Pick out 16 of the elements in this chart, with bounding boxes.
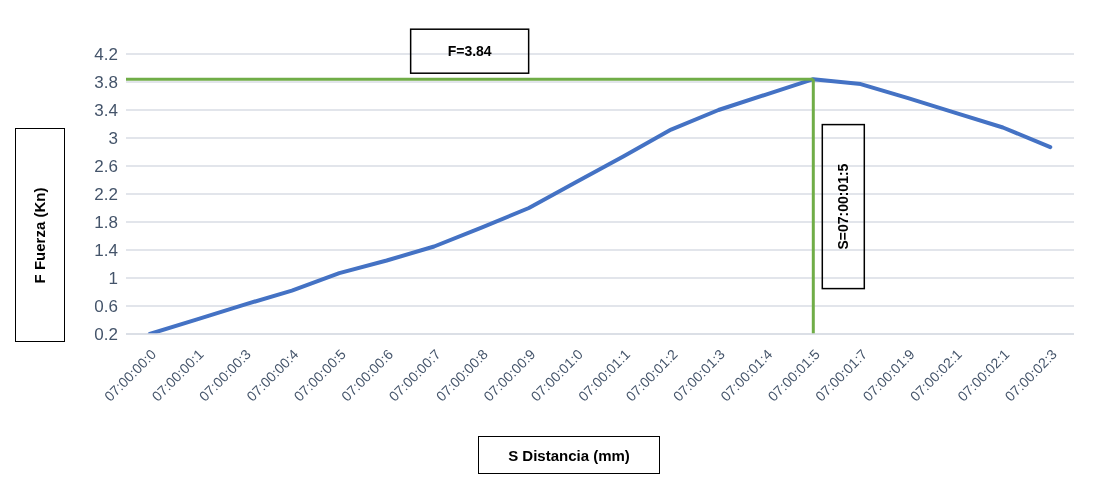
y-tick-label: 2.6 xyxy=(94,157,118,177)
y-tick-label: 1.4 xyxy=(94,241,118,261)
y-tick-label: 3.8 xyxy=(94,73,118,93)
y-tick-label: 0.6 xyxy=(94,297,118,317)
y-tick-label: 3.4 xyxy=(94,101,118,121)
ref-line-label: S=07:00:01:5 xyxy=(835,163,852,250)
y-tick-label: 2.2 xyxy=(94,185,118,205)
y-tick-label: 1 xyxy=(108,269,118,289)
ref-line-label: F=3.84 xyxy=(447,43,492,60)
x-axis-title: S Distancia (mm) xyxy=(478,436,660,474)
y-axis-title: F Fuerza (Kn) xyxy=(31,187,49,283)
line-series xyxy=(147,77,1053,334)
y-tick-label: 1.8 xyxy=(94,213,118,233)
y-tick-label: 0.2 xyxy=(94,325,118,345)
y-tick-label: 3 xyxy=(108,129,118,149)
y-tick-label: 4.2 xyxy=(94,45,118,65)
